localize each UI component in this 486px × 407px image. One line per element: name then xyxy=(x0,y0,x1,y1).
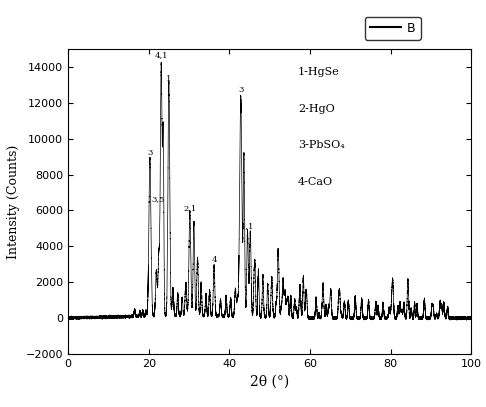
Text: 3: 3 xyxy=(147,149,153,157)
Text: 1: 1 xyxy=(166,75,172,83)
Y-axis label: Intensity (Counts): Intensity (Counts) xyxy=(7,144,20,258)
Text: 3,5: 3,5 xyxy=(151,195,164,203)
Text: 4-CaO: 4-CaO xyxy=(298,177,333,187)
X-axis label: 2θ (°): 2θ (°) xyxy=(250,374,289,389)
Text: 1-HgSe: 1-HgSe xyxy=(298,67,340,77)
Legend: B: B xyxy=(364,17,421,39)
Text: 2-HgO: 2-HgO xyxy=(298,104,335,114)
Text: 1,1: 1,1 xyxy=(241,222,254,230)
Text: 3: 3 xyxy=(238,86,243,94)
Text: 2,1: 2,1 xyxy=(183,204,196,212)
Text: 3-PbSO₄: 3-PbSO₄ xyxy=(298,140,345,151)
Text: 4: 4 xyxy=(211,256,217,264)
Text: 4,1: 4,1 xyxy=(155,52,168,59)
